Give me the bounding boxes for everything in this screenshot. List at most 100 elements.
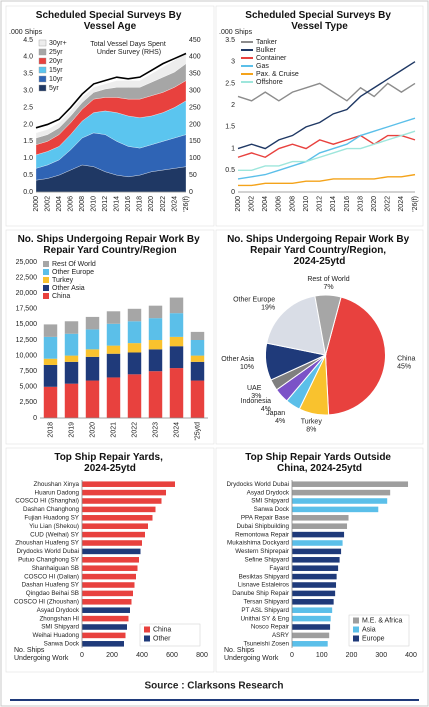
y-tick-label: 0.5 bbox=[23, 172, 33, 179]
bar bbox=[82, 573, 136, 580]
legend-swatch bbox=[38, 48, 47, 56]
bar bbox=[292, 481, 409, 487]
x-tick-label: 400 bbox=[405, 652, 417, 659]
x-tick-label: 2020 bbox=[371, 196, 378, 212]
legend-label: 15yr bbox=[49, 67, 63, 74]
y-tick-label: Asyad Drydock bbox=[37, 607, 80, 614]
legend-label: China bbox=[153, 626, 171, 633]
legend-label: 25yr bbox=[49, 49, 63, 56]
y-tick-label: 300 bbox=[189, 88, 201, 95]
legend-label: Asia bbox=[362, 626, 376, 633]
line bbox=[238, 130, 416, 171]
panel bbox=[215, 5, 424, 227]
legend-swatch bbox=[43, 261, 49, 267]
x-tick-label: 2022 bbox=[131, 422, 138, 438]
bar bbox=[148, 318, 163, 340]
bar bbox=[82, 582, 135, 588]
legend-label: 10yr bbox=[49, 76, 63, 83]
legend-label: Tanker bbox=[256, 39, 278, 46]
y-tick-label: Besiktas Shipyard bbox=[239, 573, 290, 580]
bar bbox=[292, 590, 336, 597]
y-tick-label: 15,000 bbox=[16, 321, 38, 328]
x-tick-label: '25ytd bbox=[194, 422, 201, 441]
legend-swatch bbox=[43, 285, 49, 291]
x-tick-label: 2023 bbox=[152, 422, 159, 438]
y-tick-label: SMI Shipyard bbox=[251, 498, 289, 505]
bar bbox=[64, 321, 79, 334]
legend-label: M.E. & Africa bbox=[362, 617, 403, 624]
bar bbox=[106, 323, 121, 346]
legend-label: Container bbox=[256, 55, 287, 62]
chart-title: Scheduled Special Surveys By Vessel Type bbox=[245, 10, 393, 32]
bar bbox=[292, 515, 349, 521]
bar bbox=[292, 489, 391, 496]
slice-value: 10% bbox=[240, 364, 254, 371]
bar bbox=[82, 615, 129, 622]
bar bbox=[292, 615, 331, 622]
bar bbox=[82, 624, 127, 630]
bar bbox=[106, 311, 121, 324]
x-tick-label: 0 bbox=[290, 652, 294, 659]
y-tick-label: Zhoushan Huafeng SY bbox=[15, 540, 80, 547]
legend-swatch bbox=[353, 635, 359, 642]
bar bbox=[82, 523, 148, 529]
y-tick-label: Weihai Huadong bbox=[33, 632, 80, 639]
bar bbox=[82, 481, 175, 487]
line bbox=[238, 173, 416, 187]
x-tick-label: 2010 bbox=[91, 196, 98, 212]
y-tick-label: 4.5 bbox=[23, 37, 33, 44]
slice-value: 19% bbox=[261, 304, 275, 311]
legend-label: China bbox=[52, 293, 70, 300]
slice-label: Turkey bbox=[301, 418, 323, 425]
legend-box bbox=[139, 623, 201, 647]
x-tick-label: 2008 bbox=[289, 196, 296, 212]
line bbox=[35, 52, 187, 129]
bar bbox=[82, 590, 133, 597]
bar bbox=[106, 345, 121, 354]
y-tick-label: Remontowa Repair bbox=[235, 531, 289, 538]
y-tick-label: 0.0 bbox=[23, 189, 33, 196]
y-tick-label: Shanhaiguan SB bbox=[32, 565, 79, 572]
bar bbox=[82, 599, 132, 605]
y-tick-label: 150 bbox=[189, 138, 201, 145]
x-tick-label: 2006 bbox=[276, 196, 283, 212]
x-tick-label: 2014 bbox=[114, 196, 121, 212]
chart-title: No. Ships Undergoing Repair Work By Repa… bbox=[227, 234, 412, 267]
y-tick-label: 400 bbox=[189, 54, 201, 61]
y-tick-label: 17,500 bbox=[16, 306, 38, 313]
bar bbox=[169, 346, 184, 369]
y-tick-label: Zhoushan Xinya bbox=[33, 481, 79, 488]
y-tick-label: Tsuneishi Zosen bbox=[243, 640, 289, 647]
y-tick-label: 450 bbox=[189, 37, 201, 44]
chart-title: Top Ship Repair Yards Outside China, 202… bbox=[245, 452, 394, 474]
bar bbox=[127, 308, 142, 322]
y-tick-label: SMI Shipyard bbox=[41, 624, 79, 631]
x-tick-label: 2004 bbox=[56, 196, 63, 212]
y-tick-label: Qingdao Beihai SB bbox=[26, 590, 79, 597]
legend-label: 5yr bbox=[49, 85, 59, 92]
bar bbox=[292, 573, 337, 580]
x-tick-label: 2020 bbox=[148, 196, 155, 212]
bar bbox=[85, 316, 100, 330]
chart-title: Top Ship Repair Yards, 2024-25ytd bbox=[54, 452, 165, 474]
y-tick-label: Danube Ship Repair bbox=[232, 590, 289, 597]
bar bbox=[82, 531, 145, 538]
chart-title: No. Ships Undergoing Repair Work By Repa… bbox=[18, 234, 203, 256]
bar bbox=[43, 364, 58, 387]
x-tick-label: 2012 bbox=[102, 196, 109, 212]
y-tick-label: Zhongshan HI bbox=[39, 615, 79, 622]
y-tick-label: 250 bbox=[189, 104, 201, 111]
slice-value: 8% bbox=[306, 426, 316, 433]
x-tick-label: 200 bbox=[106, 652, 118, 659]
annotation: Total Vessel Days Spent Under Survey (RH… bbox=[90, 41, 167, 56]
y-tick-label: 2,500 bbox=[19, 399, 37, 406]
x-tick-label: 2018 bbox=[137, 196, 144, 212]
area bbox=[35, 51, 187, 139]
y-tick-label: COSCO HI (Shanghai) bbox=[15, 498, 79, 505]
y-tick-label: Huarun Dadong bbox=[35, 489, 80, 496]
bar bbox=[127, 321, 142, 344]
bar bbox=[43, 386, 58, 418]
x-tick-label: 2002 bbox=[44, 196, 51, 212]
y-tick-label: 5,000 bbox=[19, 384, 37, 391]
slice-value: 7% bbox=[323, 284, 333, 291]
